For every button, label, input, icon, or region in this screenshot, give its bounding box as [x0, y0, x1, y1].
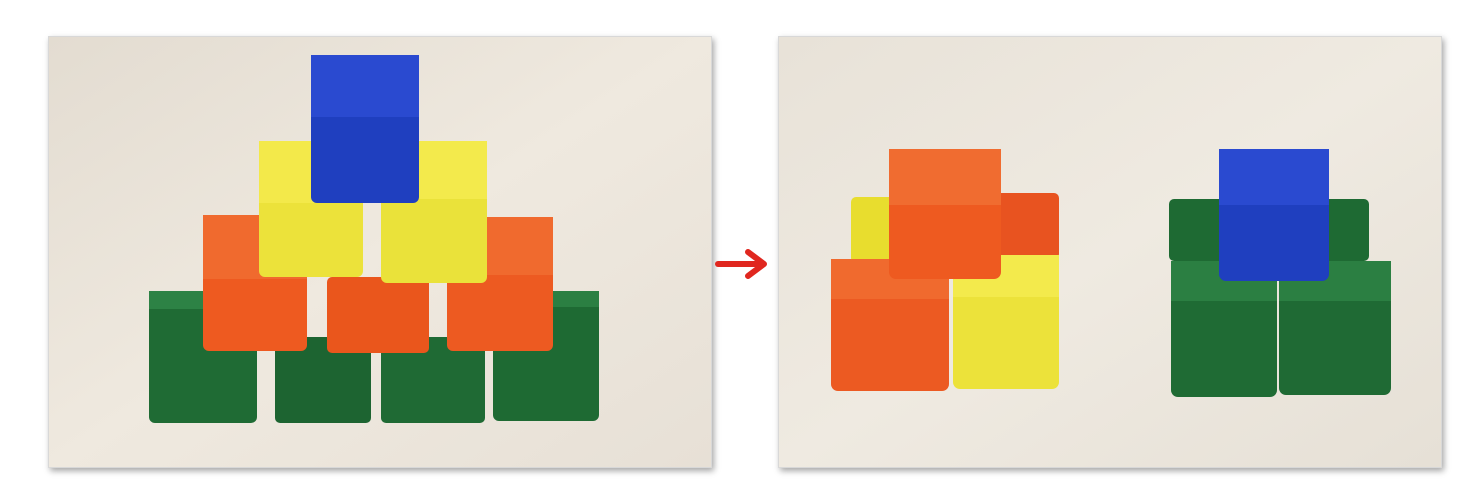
grouped-scene [779, 37, 1441, 467]
green-block [381, 337, 485, 423]
before-photo [48, 36, 712, 468]
orange-block [327, 277, 429, 353]
blue-block [311, 55, 419, 203]
orange-block [889, 149, 1001, 279]
green-block [1279, 261, 1391, 395]
blue-block [1219, 149, 1329, 281]
orange-block [989, 193, 1059, 259]
right-arrow-icon [714, 246, 772, 282]
after-photo [778, 36, 1442, 468]
green-block [1171, 261, 1277, 397]
pyramid-scene [49, 37, 711, 467]
green-block [275, 337, 371, 423]
